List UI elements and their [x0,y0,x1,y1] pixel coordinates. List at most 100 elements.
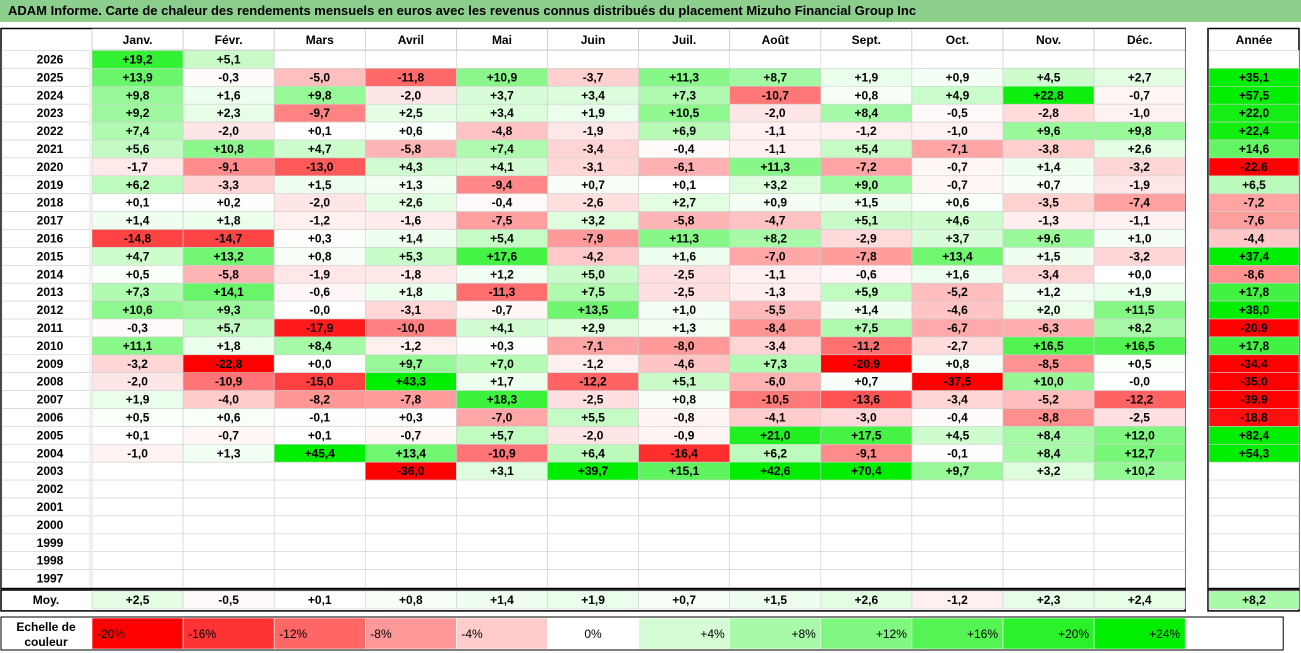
year-label-2001: 2001 [37,500,64,514]
heatmap-cell [364,479,457,499]
heatmap-value: +1,9 [126,393,150,407]
heatmap-cell [182,551,275,570]
heatmap-cell [820,533,913,552]
heatmap-value: -5,8 [674,214,695,228]
heatmap-value: +12,7 [1124,446,1155,460]
heatmap-value: -7,0 [492,411,513,425]
annual-cell [1208,515,1300,535]
heatmap-value: -0,4 [674,142,695,156]
heatmap-value: -1,3 [765,285,786,299]
heatmap-value: +3,4 [581,88,605,102]
heatmap-cell [820,497,913,517]
heatmap-value: +43,3 [396,375,427,389]
heatmap-value: +8,2 [1128,321,1152,335]
heatmap-value: +8,2 [763,232,787,246]
month-header-cell [1093,28,1186,51]
year-label-2002: 2002 [37,482,64,496]
heatmap-value: +9,6 [1037,232,1061,246]
heatmap-value: -3,5 [1038,196,1059,210]
heatmap-value: -2,9 [856,232,877,246]
heatmap-value: +1,6 [946,267,970,281]
heatmap-value: +1,0 [672,303,696,317]
annual-value: +22,4 [1239,124,1270,138]
heatmap-value: -11,8 [397,70,424,84]
heatmap-value: +0,1 [126,428,150,442]
heatmap-cell [273,461,366,481]
heatmap-value: -7,1 [583,339,604,353]
heatmap-cell [364,515,457,535]
annual-value: -18,8 [1240,411,1268,425]
heatmap-value: -8,4 [765,321,786,335]
color-scale-swatch [1002,617,1095,650]
heatmap-value: -0,8 [674,411,695,425]
heatmap-value: -3,8 [1038,142,1059,156]
heatmap-value: +9,3 [217,303,241,317]
heatmap-value: -3,2 [1129,249,1150,263]
heatmap-value: +9,8 [308,88,332,102]
heatmap-cell [273,551,366,570]
average-label: Moy. [33,593,59,607]
annual-value: -20,9 [1240,321,1268,335]
average-value: +0,7 [672,593,696,607]
heatmap-value: +0,1 [672,178,696,192]
month-header-9: Sept. [852,33,881,47]
heatmap-value: -4,1 [765,411,786,425]
heatmap-value: -8,2 [309,393,330,407]
heatmap-value: -4,6 [947,303,968,317]
heatmap-value: +10,9 [487,70,518,84]
heatmap-value: -1,7 [127,160,148,174]
average-value: +2,3 [1037,593,1061,607]
heatmap-value: +21,0 [760,428,791,442]
heatmap-cell [1093,50,1186,69]
heatmap-value: -10,7 [762,88,790,102]
annual-value: -8,6 [1244,267,1265,281]
year-label-2025: 2025 [37,70,64,84]
year-label-2012: 2012 [37,303,64,317]
heatmap-value: +1,6 [672,249,696,263]
heatmap-value: +18,3 [487,393,518,407]
year-label-cell [1,569,91,588]
heatmap-cell [1002,533,1095,552]
heatmap-value: +16,5 [1124,339,1155,353]
year-label-2011: 2011 [37,321,63,335]
color-scale-step-label: -20% [97,627,125,641]
heatmap-value: +8,4 [1037,428,1061,442]
heatmap-value: +8,4 [308,339,332,353]
heatmap-value: +0,3 [490,339,514,353]
heatmap-value: +5,5 [581,411,605,425]
heatmap-value: +0,6 [399,124,423,138]
heatmap-value: -0,0 [1129,375,1150,389]
heatmap-value: -10,0 [397,321,425,335]
heatmap-value: -1,2 [309,214,330,228]
color-scale-step-label: +24% [1149,627,1180,641]
heatmap-cell [273,533,366,552]
heatmap-value: +12,0 [1124,428,1155,442]
heatmap-cell [911,569,1004,588]
heatmap-cell [547,533,639,552]
heatmap-value: +3,2 [763,178,787,192]
heatmap-value: +4,5 [946,428,970,442]
heatmap-cell [911,515,1004,535]
heatmap-value: +4,3 [399,160,423,174]
year-label-2017: 2017 [37,214,64,228]
heatmap-cell [729,50,822,69]
annual-value: +54,3 [1239,446,1270,460]
heatmap-value: +14,1 [213,285,244,299]
annual-value: -35,0 [1240,375,1268,389]
heatmap-value: +10,5 [669,106,700,120]
heatmap-value: +9,8 [1128,124,1152,138]
heatmap-value: +45,4 [305,446,336,460]
heatmap-value: -8,5 [1038,357,1059,371]
year-label-1997: 1997 [37,572,64,586]
heatmap-value: -7,0 [765,249,786,263]
heatmap-cell [1093,515,1186,535]
heatmap-value: -5,8 [218,267,239,281]
heatmap-value: +7,4 [490,142,514,156]
heatmap-value: -2,0 [765,106,786,120]
heatmap-value: +6,4 [581,446,605,460]
annual-header: Année [1236,33,1273,47]
heatmap-value: -4,7 [765,214,786,228]
annual-cell [1208,551,1300,570]
heatmap-value: -6,7 [947,321,968,335]
heatmap-value: +1,5 [854,196,878,210]
